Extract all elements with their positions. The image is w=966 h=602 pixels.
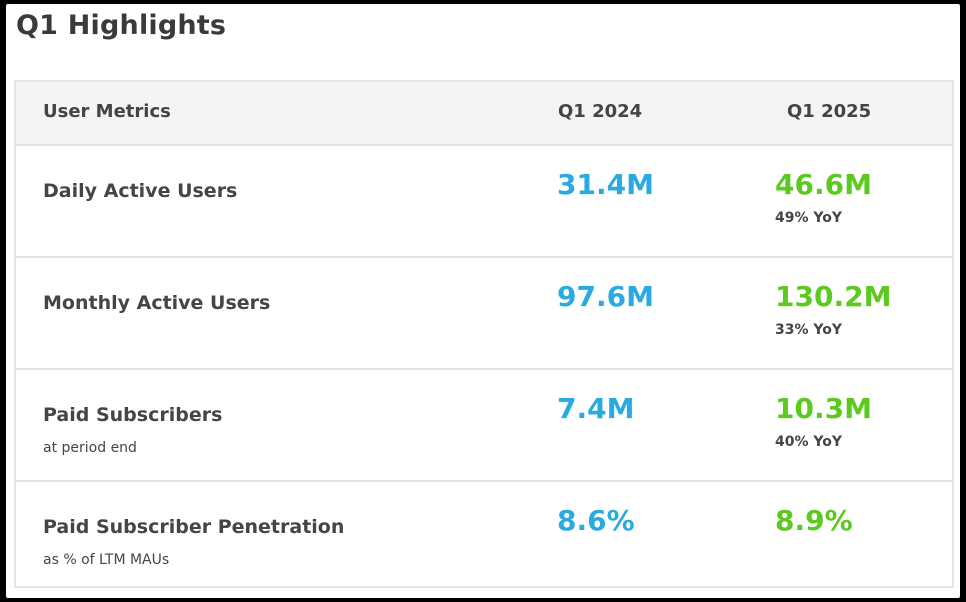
metric-sublabel: at period end: [43, 440, 137, 456]
value-q1-2024: 8.6%: [557, 504, 635, 537]
highlights-card: Q1 Highlights User Metrics Q1 2024 Q1 20…: [6, 4, 960, 598]
metric-label: Paid Subscribers: [43, 404, 223, 426]
value-q1-2025: 10.3M: [775, 392, 872, 425]
value-q1-2025: 130.2M: [775, 280, 892, 313]
value-q1-2025: 46.6M: [775, 168, 872, 201]
value-q1-2025: 8.9%: [775, 504, 853, 537]
header-q1-2024: Q1 2024: [558, 101, 643, 122]
page-title: Q1 Highlights: [16, 10, 227, 41]
header-user-metrics: User Metrics: [43, 101, 171, 122]
table-row: Monthly Active Users 97.6M 130.2M 33% Yo…: [16, 258, 952, 370]
value-q1-2024: 97.6M: [557, 280, 654, 313]
metric-label: Monthly Active Users: [43, 292, 271, 314]
table-row: Daily Active Users 31.4M 46.6M 49% YoY: [16, 146, 952, 258]
value-q1-2024: 31.4M: [557, 168, 654, 201]
metric-label: Daily Active Users: [43, 180, 238, 202]
yoy-growth: 49% YoY: [775, 210, 842, 226]
value-q1-2024: 7.4M: [557, 392, 635, 425]
metrics-table: User Metrics Q1 2024 Q1 2025 Daily Activ…: [14, 80, 954, 588]
table-row: Paid Subscriber Penetration as % of LTM …: [16, 482, 952, 594]
metric-sublabel: as % of LTM MAUs: [43, 552, 170, 568]
yoy-growth: 40% YoY: [775, 434, 842, 450]
metric-label: Paid Subscriber Penetration: [43, 516, 345, 538]
yoy-growth: 33% YoY: [775, 322, 842, 338]
header-q1-2025: Q1 2025: [787, 101, 872, 122]
table-header: User Metrics Q1 2024 Q1 2025: [16, 82, 952, 146]
table-row: Paid Subscribers at period end 7.4M 10.3…: [16, 370, 952, 482]
